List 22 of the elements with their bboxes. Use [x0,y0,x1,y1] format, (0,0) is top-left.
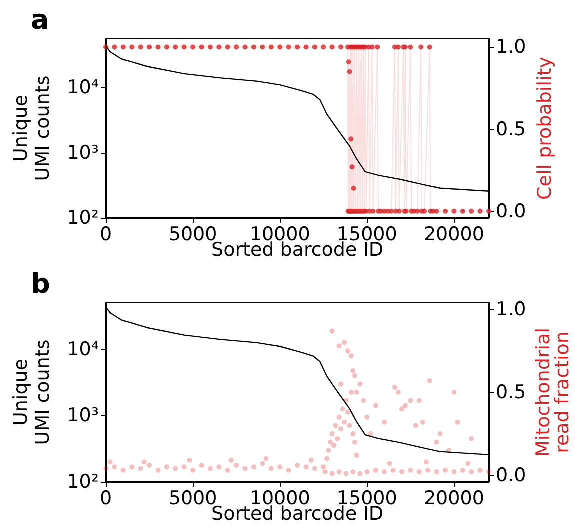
y2-tick-label: 0.5 [496,118,526,140]
x-tick-label: 0 [100,488,112,510]
y2-tick-label: 1.0 [496,36,526,58]
y-axis-title: Unique UMI counts [10,340,54,446]
y2-tick-label: 0.5 [496,382,526,404]
chart-title: a [31,5,50,36]
y-tick-label: 10² [67,471,99,493]
y-axis-title: Unique UMI counts [10,76,54,182]
x-tick-label: 20000 [424,224,484,246]
x-tick-label: 20000 [424,488,484,510]
x-tick-label: 0 [100,224,112,246]
y2-axis-title: Mitochondrial read fraction [532,328,574,457]
y-tick-label: 10⁴ [67,76,100,99]
y-tick-label: 10³ [67,142,99,164]
y2-axis-title: Cell probability [534,57,556,200]
y-tick-label: 10² [67,207,99,229]
y-tick-label: 10³ [67,404,99,427]
y2-tick-label: 0.0 [496,200,526,222]
y2-tick-label: 1.0 [496,298,526,321]
chart-title: b [31,269,50,300]
y-tick-label: 10⁴ [67,338,100,360]
y2-tick-label: 0.0 [496,464,526,486]
